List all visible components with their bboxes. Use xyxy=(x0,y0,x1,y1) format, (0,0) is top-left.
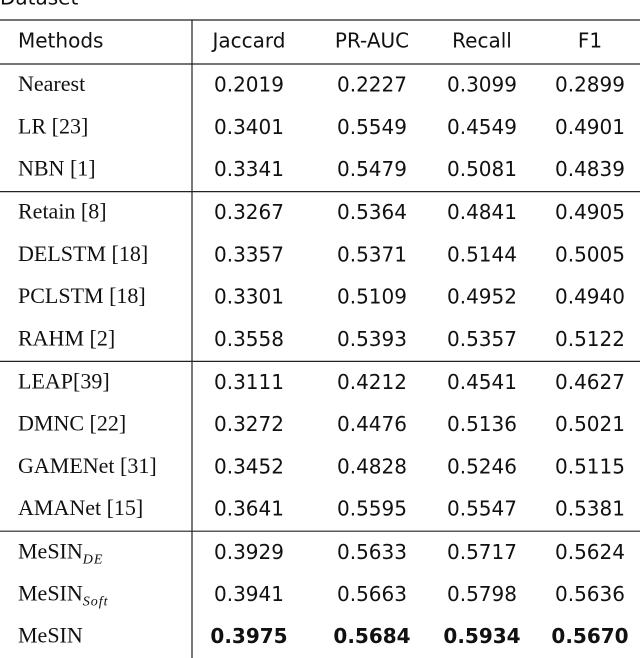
value-cell: 0.3341 xyxy=(214,157,284,181)
value-cell: 0.5670 xyxy=(551,624,628,648)
value-cell: 0.4905 xyxy=(555,200,625,224)
method-text: LR [23] xyxy=(18,113,88,138)
header-cell: PR-AUC xyxy=(335,29,409,53)
method-text: MeSIN xyxy=(18,623,83,648)
value-cell: 0.4841 xyxy=(447,200,517,224)
method-text: LEAP[39] xyxy=(18,369,110,394)
value-cell: 0.5005 xyxy=(555,242,625,266)
method-text: Retain [8] xyxy=(18,199,107,224)
method-name: MeSINDE xyxy=(18,538,103,567)
method-subscript: Soft xyxy=(83,595,109,610)
value-cell: 0.5357 xyxy=(447,327,517,351)
value-cell: 0.3301 xyxy=(214,285,284,309)
method-name: Nearest xyxy=(18,71,85,96)
value-cell: 0.5144 xyxy=(447,242,517,266)
method-text: MeSIN xyxy=(18,581,83,606)
value-cell: 0.3272 xyxy=(214,412,284,436)
method-subscript: DE xyxy=(82,553,104,568)
method-text: RAHM [2] xyxy=(18,325,115,350)
method-name: LR [23] xyxy=(18,113,88,138)
value-cell: 0.2019 xyxy=(214,73,284,97)
value-cell: 0.5393 xyxy=(337,327,407,351)
value-cell: 0.5549 xyxy=(337,115,407,139)
method-text: GAMENet [31] xyxy=(18,453,157,478)
method-text: NBN [1] xyxy=(18,156,96,181)
value-cell: 0.5633 xyxy=(337,540,407,564)
value-cell: 0.5109 xyxy=(337,285,407,309)
value-cell: 0.5381 xyxy=(555,497,625,521)
method-text: DELSTM [18] xyxy=(18,241,148,266)
value-cell: 0.3099 xyxy=(447,73,517,97)
method-name: AMANet [15] xyxy=(18,495,143,520)
value-cell: 0.3975 xyxy=(210,624,287,648)
method-name: Retain [8] xyxy=(18,199,107,224)
method-name: DELSTM [18] xyxy=(18,241,148,266)
value-cell: 0.2227 xyxy=(337,73,407,97)
value-cell: 0.5595 xyxy=(337,497,407,521)
method-name: MeSIN xyxy=(18,623,83,648)
method-name: RAHM [2] xyxy=(18,325,115,350)
method-text: PCLSTM [18] xyxy=(18,283,146,308)
value-cell: 0.5122 xyxy=(555,327,625,351)
method-name: MeSINSoft xyxy=(18,581,109,610)
method-name: LEAP[39] xyxy=(18,369,110,394)
value-cell: 0.5021 xyxy=(555,412,625,436)
method-name: DMNC [22] xyxy=(18,411,126,436)
value-cell: 0.5081 xyxy=(447,157,517,181)
value-cell: 0.4839 xyxy=(555,157,625,181)
value-cell: 0.3401 xyxy=(214,115,284,139)
header-cell: Methods xyxy=(18,29,103,53)
value-cell: 0.3357 xyxy=(214,242,284,266)
value-cell: 0.5663 xyxy=(337,582,407,606)
value-cell: 0.5547 xyxy=(447,497,517,521)
value-cell: 0.3641 xyxy=(214,497,284,521)
value-cell: 0.5246 xyxy=(447,454,517,478)
value-cell: 0.5624 xyxy=(555,540,625,564)
method-text: MeSIN xyxy=(18,538,83,563)
value-cell: 0.5364 xyxy=(337,200,407,224)
value-cell: 0.4476 xyxy=(337,412,407,436)
value-cell: 0.5717 xyxy=(447,540,517,564)
value-cell: 0.5136 xyxy=(447,412,517,436)
value-cell: 0.3558 xyxy=(214,327,284,351)
value-cell: 0.5798 xyxy=(447,582,517,606)
value-cell: 0.3929 xyxy=(214,540,284,564)
value-cell: 0.4901 xyxy=(555,115,625,139)
value-cell: 0.3111 xyxy=(214,370,284,394)
value-cell: 0.5371 xyxy=(337,242,407,266)
header-cell: Recall xyxy=(452,29,512,53)
method-name: PCLSTM [18] xyxy=(18,283,146,308)
method-text: Nearest xyxy=(18,71,85,96)
value-cell: 0.4212 xyxy=(337,370,407,394)
value-cell: 0.2899 xyxy=(555,73,625,97)
method-text: AMANet [15] xyxy=(18,495,143,520)
value-cell: 0.5934 xyxy=(443,624,520,648)
value-cell: 0.5636 xyxy=(555,582,625,606)
method-name: GAMENet [31] xyxy=(18,453,157,478)
value-cell: 0.4952 xyxy=(447,285,517,309)
header-cell: F1 xyxy=(578,29,602,53)
value-cell: 0.3452 xyxy=(214,454,284,478)
caption: Dataset xyxy=(0,0,78,10)
value-cell: 0.4541 xyxy=(447,370,517,394)
value-cell: 0.5684 xyxy=(333,624,410,648)
value-cell: 0.3267 xyxy=(214,200,284,224)
method-text: DMNC [22] xyxy=(18,411,126,436)
value-cell: 0.4940 xyxy=(555,285,625,309)
value-cell: 0.5479 xyxy=(337,157,407,181)
method-name: NBN [1] xyxy=(18,156,96,181)
header-cell: Jaccard xyxy=(211,29,286,53)
value-cell: 0.4828 xyxy=(337,454,407,478)
value-cell: 0.4549 xyxy=(447,115,517,139)
value-cell: 0.5115 xyxy=(555,454,625,478)
value-cell: 0.4627 xyxy=(555,370,625,394)
value-cell: 0.3941 xyxy=(214,582,284,606)
